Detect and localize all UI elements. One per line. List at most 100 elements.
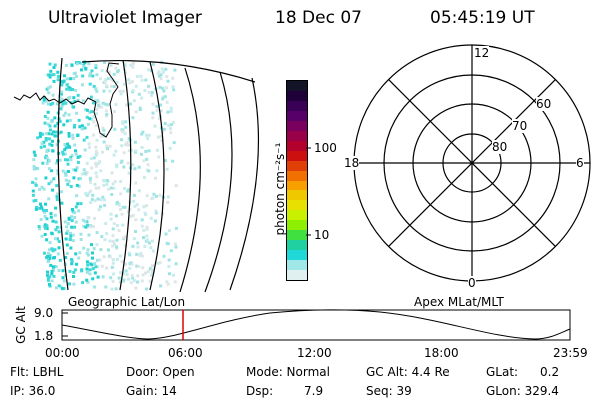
emission-pixel	[68, 238, 72, 241]
emission-pixel	[76, 133, 80, 137]
emission-pixel	[50, 231, 54, 235]
emission-pixel	[63, 74, 66, 78]
emission-pixel	[169, 249, 173, 253]
emission-pixel	[43, 96, 46, 99]
emission-pixel	[54, 161, 58, 165]
emission-pixel	[111, 234, 115, 238]
emission-pixel	[52, 177, 56, 181]
emission-pixel	[89, 72, 92, 76]
emission-pixel	[104, 285, 108, 289]
emission-pixel	[45, 209, 48, 212]
emission-pixel	[72, 176, 76, 180]
mlt-label-6: 6	[576, 156, 584, 170]
emission-pixel	[63, 148, 67, 152]
emission-pixel	[62, 287, 66, 291]
emission-pixel	[172, 88, 176, 92]
emission-pixel	[147, 149, 151, 153]
emission-pixel	[95, 164, 98, 168]
emission-pixel	[110, 193, 114, 196]
emission-pixel	[65, 119, 69, 123]
emission-pixel	[89, 95, 93, 99]
emission-pixel	[136, 280, 140, 284]
emission-pixel	[86, 122, 90, 126]
emission-pixel	[79, 232, 83, 236]
emission-pixel	[90, 243, 93, 247]
emission-pixel	[83, 220, 87, 224]
emission-pixel	[73, 100, 77, 104]
emission-pixel	[146, 238, 149, 242]
emission-pixel	[40, 206, 44, 210]
emission-pixel	[92, 101, 96, 105]
emission-pixel	[103, 102, 107, 106]
emission-pixel	[85, 260, 89, 264]
emission-pixel	[32, 150, 36, 154]
emission-pixel	[151, 264, 154, 268]
emission-pixel	[136, 274, 140, 278]
emission-pixel	[173, 242, 177, 246]
emission-pixel	[144, 78, 148, 82]
emission-pixel	[71, 136, 75, 140]
emission-pixel	[82, 65, 86, 68]
emission-pixel	[45, 150, 49, 153]
emission-pixel	[75, 262, 79, 266]
emission-pixel	[161, 95, 165, 99]
emission-pixel	[137, 189, 141, 193]
emission-pixel	[100, 235, 104, 238]
emission-pixel	[35, 206, 38, 209]
emission-pixel	[81, 281, 85, 285]
emission-pixel	[168, 146, 172, 150]
emission-pixel	[65, 87, 69, 91]
emission-pixel	[147, 133, 151, 137]
emission-pixel	[55, 194, 59, 198]
emission-pixel	[45, 156, 49, 160]
emission-pixel	[71, 105, 75, 109]
emission-pixel	[93, 199, 97, 203]
emission-pixel	[87, 145, 91, 149]
emission-pixel	[103, 203, 107, 207]
emission-pixel	[92, 156, 96, 160]
emission-pixel	[140, 146, 144, 149]
emission-pixel	[45, 161, 49, 165]
emission-pixel	[92, 285, 96, 289]
emission-pixel	[145, 133, 148, 137]
emission-pixel	[127, 251, 131, 255]
emission-pixel	[43, 223, 47, 227]
emission-pixel	[154, 176, 157, 180]
emission-pixel	[72, 77, 76, 81]
emission-pixel	[119, 92, 123, 96]
emission-pixel	[115, 163, 119, 167]
emission-pixel	[60, 201, 64, 205]
emission-pixel	[91, 277, 95, 281]
emission-pixel	[136, 245, 140, 249]
emission-pixel	[93, 271, 97, 275]
emission-pixel	[145, 234, 149, 238]
emission-pixel	[62, 79, 66, 83]
emission-pixel	[87, 233, 91, 237]
emission-pixel	[65, 83, 69, 87]
emission-pixel	[93, 262, 97, 266]
emission-pixel	[169, 106, 173, 110]
emission-pixel	[48, 248, 51, 252]
colorbar-segment	[287, 81, 307, 91]
emission-pixel	[145, 204, 149, 208]
emission-pixel	[96, 99, 100, 103]
emission-pixel	[46, 251, 50, 255]
emission-pixel	[60, 104, 64, 108]
emission-pixel	[67, 170, 70, 173]
emission-pixel	[159, 103, 163, 107]
emission-pixel	[123, 132, 127, 136]
emission-pixel	[44, 202, 47, 206]
emission-pixel	[49, 73, 53, 77]
emission-pixel	[110, 265, 114, 269]
colorbar-segment	[287, 180, 307, 191]
emission-pixel	[127, 277, 130, 281]
emission-pixel	[173, 68, 177, 72]
emission-pixel	[97, 186, 101, 190]
emission-pixel	[125, 141, 129, 145]
emission-pixel	[174, 245, 178, 249]
emission-pixel	[65, 225, 69, 229]
altitude-xtick: 18:00	[424, 346, 459, 360]
emission-pixel	[114, 287, 118, 291]
emission-pixel	[43, 226, 47, 230]
info-dsp-label: Dsp:	[246, 384, 274, 398]
